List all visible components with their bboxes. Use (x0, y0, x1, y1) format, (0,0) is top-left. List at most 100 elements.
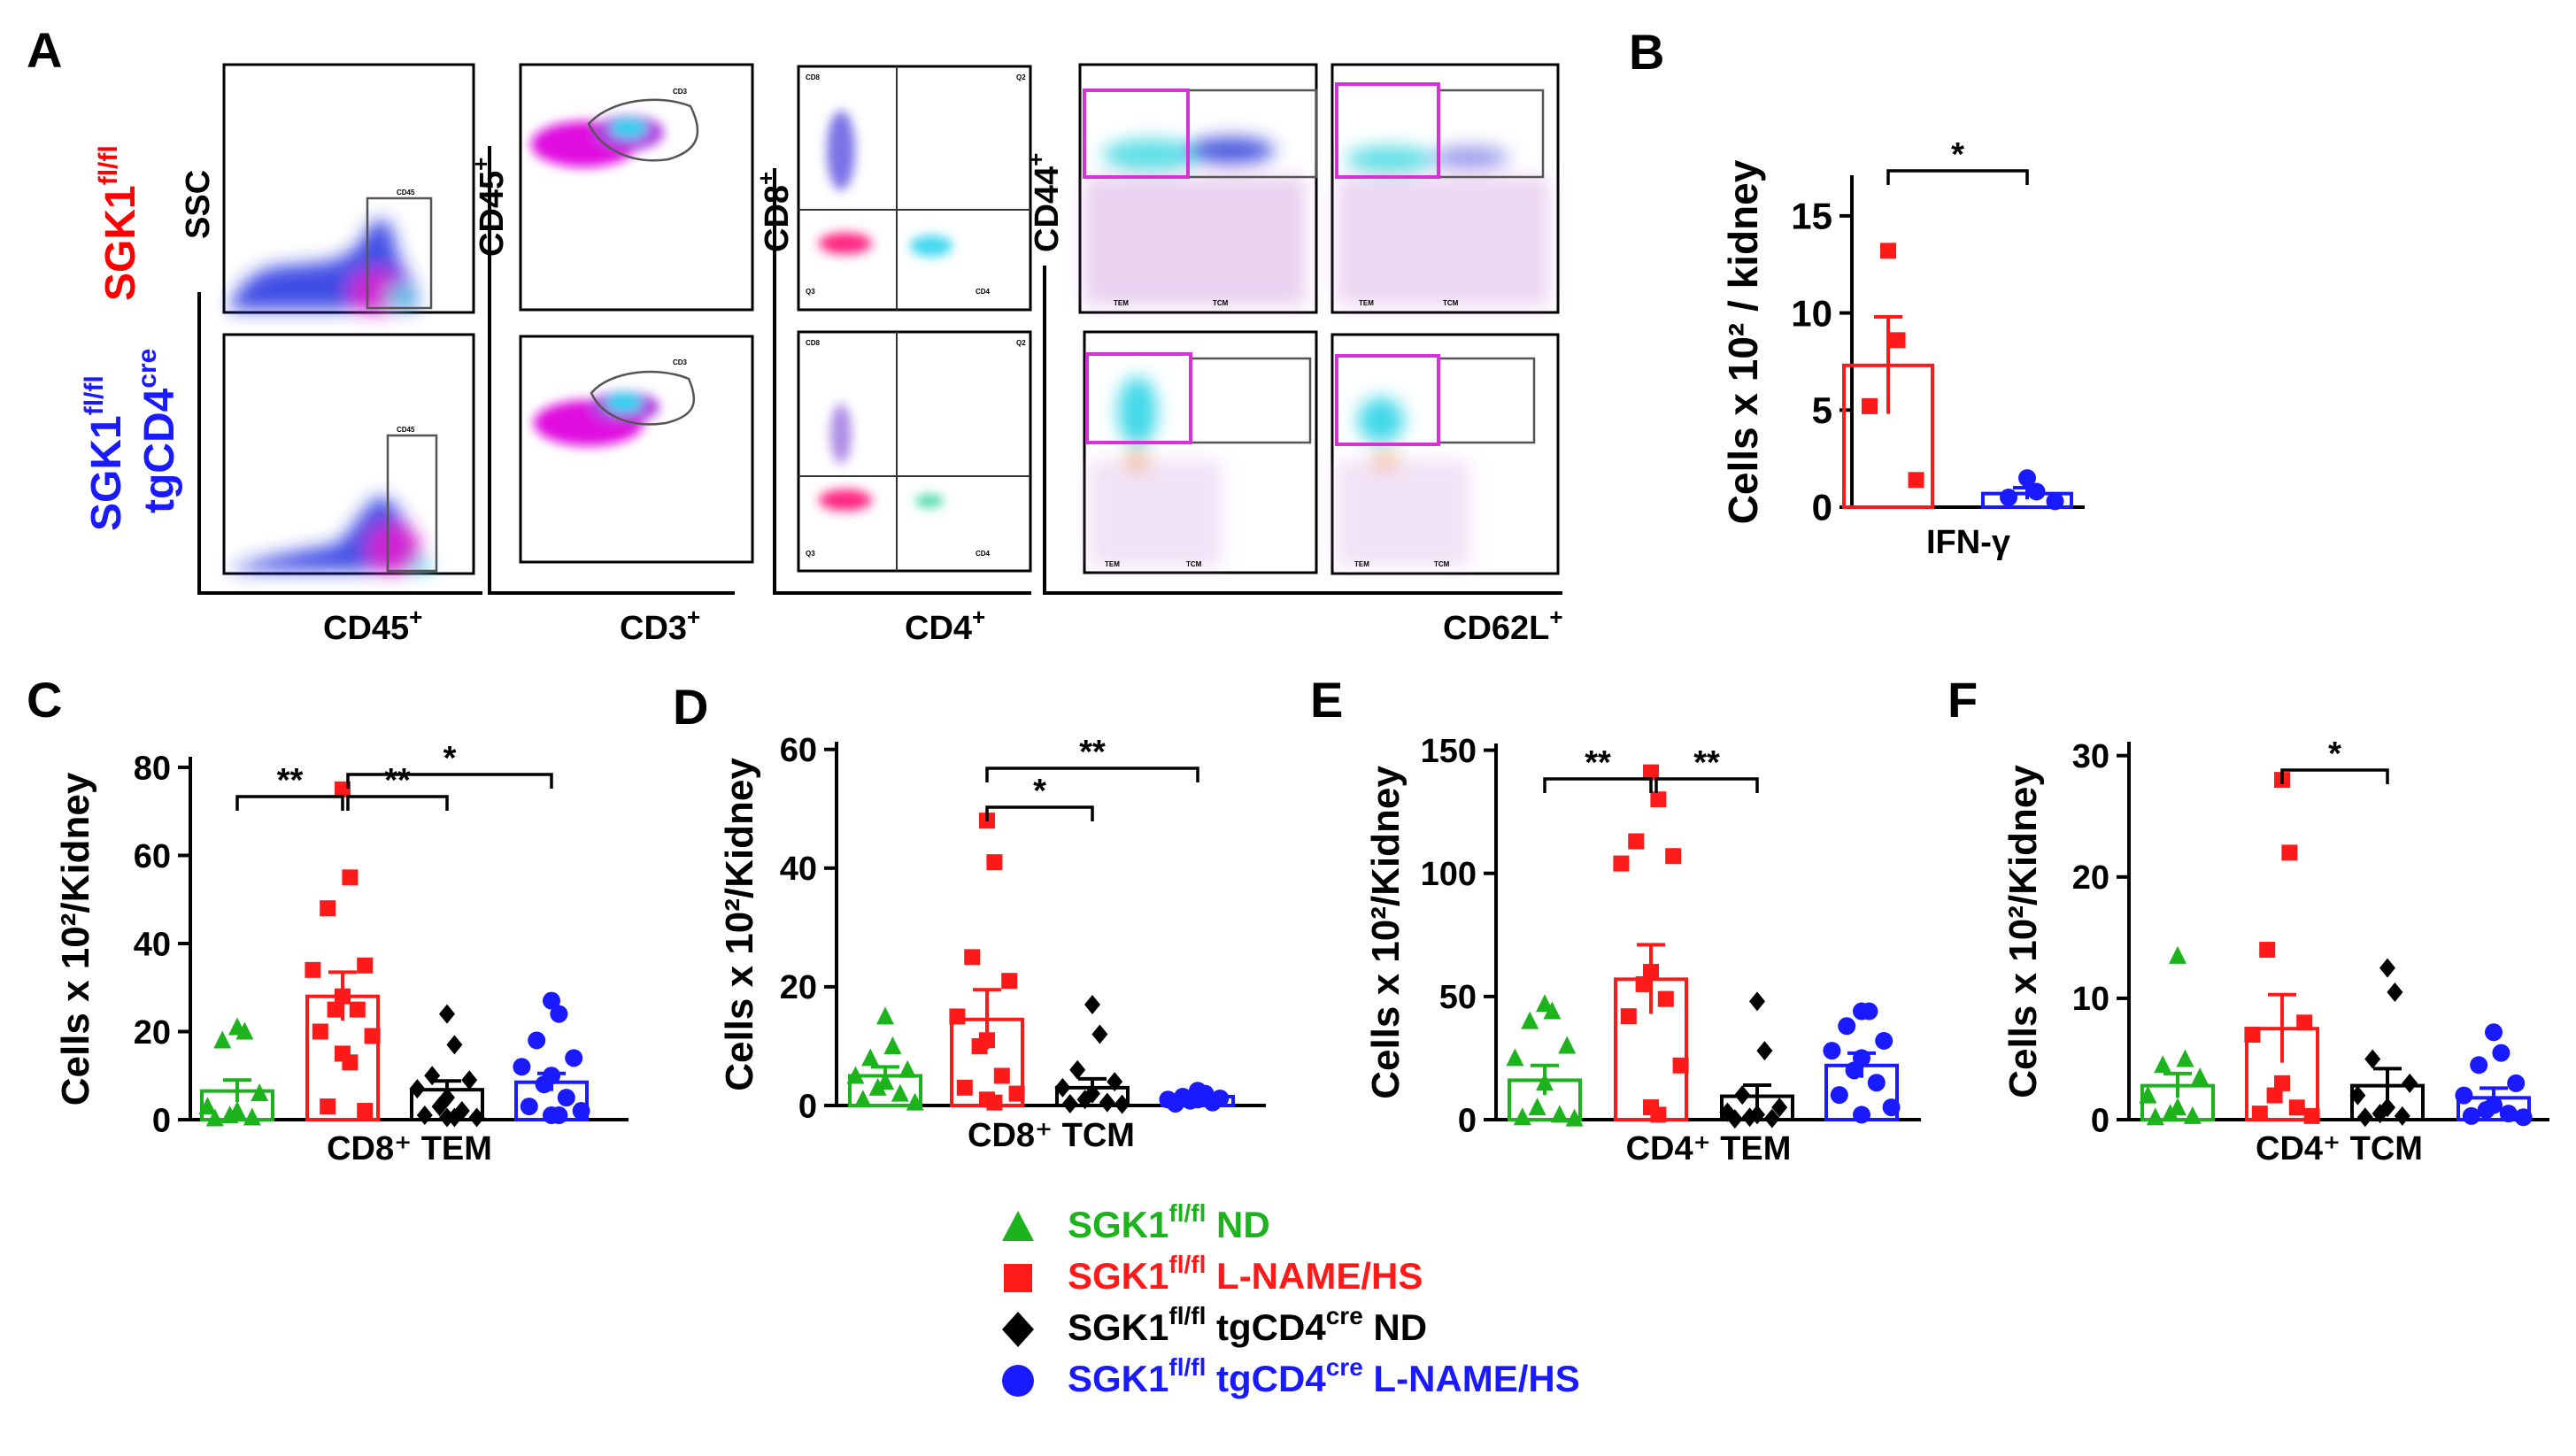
data-point (1756, 1041, 1773, 1061)
data-point (2169, 945, 2187, 964)
cd44-density-bottom-1 (1089, 376, 1222, 566)
data-point (846, 1066, 865, 1084)
x-axis-label: CD4⁺ TCM (2256, 1130, 2423, 1167)
x-axis-label: CD8⁺ TEM (327, 1130, 492, 1167)
data-point (251, 1083, 269, 1102)
data-point (543, 991, 560, 1010)
significance-label: * (1033, 773, 1046, 810)
data-point (1069, 1059, 1086, 1080)
significance-bracket (985, 805, 1094, 821)
data-point (1771, 1098, 1788, 1118)
data-point (2514, 1108, 2533, 1127)
plot-cd3-bottom (519, 335, 754, 564)
data-point (1001, 973, 1018, 990)
data-point (1558, 1036, 1577, 1054)
data-point (2387, 982, 2403, 1003)
cd45y-plus: + (467, 158, 494, 171)
legend-sup: fl/fl (1168, 1251, 1206, 1278)
data-point (1643, 964, 1659, 981)
significance-label: ** (1693, 744, 1720, 782)
y-tick-label: 80 (134, 750, 171, 787)
row2-line2-sup: cre (133, 349, 162, 389)
data-point (1635, 975, 1652, 992)
y-tick-label: 0 (2091, 1102, 2109, 1139)
data-point (956, 1079, 973, 1096)
quad-top-cd8: CD8 (806, 73, 821, 81)
data-point (2176, 1049, 2194, 1067)
legend-sup: cre (1326, 1302, 1363, 1329)
data-point (1114, 1094, 1130, 1114)
data-point (1734, 1085, 1751, 1105)
data-point (1763, 1108, 1780, 1129)
data-point (1203, 1093, 1222, 1112)
y-tick-label: 0 (798, 1088, 817, 1125)
gate-cd45-top-label: CD45 (397, 189, 415, 196)
data-point (2154, 1055, 2172, 1074)
data-point (327, 1001, 343, 1018)
data-point (1650, 791, 1667, 808)
data-point (1506, 1048, 1524, 1067)
data-point (342, 1054, 359, 1071)
data-point (342, 869, 359, 886)
data-point (986, 854, 1003, 871)
legend-marker (1002, 1211, 1034, 1241)
panel-letter: F (1947, 672, 1978, 728)
data-point (2499, 1105, 2518, 1123)
legend-text: SGK1 (1068, 1255, 1168, 1297)
y-axis-label: Cells x 10² / kidney (1720, 159, 1766, 524)
cd8cd4-density-bottom (819, 404, 944, 511)
data-point (305, 961, 321, 978)
data-point (2000, 489, 2017, 507)
data-point (1166, 1094, 1184, 1113)
legend-text: ND (1363, 1306, 1427, 1348)
data-point (409, 1079, 426, 1099)
data-point (2507, 1074, 2526, 1092)
data-point (2402, 1073, 2418, 1093)
data-point (1880, 243, 1896, 259)
data-point (2281, 844, 2298, 861)
y-tick-label: 30 (2072, 738, 2109, 775)
y-tick-label: 60 (780, 732, 817, 769)
axis-label-cd8: CD8+ (752, 172, 796, 252)
data-point (1650, 1106, 1667, 1123)
significance-bracket (346, 795, 449, 811)
data-point (1882, 1098, 1901, 1117)
data-point (883, 1036, 902, 1054)
legend-text: SGK1 (1068, 1204, 1168, 1245)
data-point (1672, 1057, 1689, 1074)
data-point (1613, 855, 1630, 872)
significance-label: ** (1079, 734, 1106, 771)
data-point (1853, 1105, 1870, 1124)
cd45x-plus: + (409, 604, 422, 630)
x-axis-label: CD4⁺ TEM (1626, 1130, 1792, 1167)
cd44-plus: + (1022, 153, 1049, 166)
data-point (220, 1105, 239, 1124)
data-point (2274, 1075, 2290, 1091)
y-tick-label: 0 (1458, 1102, 1477, 1139)
data-point (1741, 1107, 1758, 1128)
panel-letter: C (27, 672, 62, 728)
gate-tem-top-2 (1335, 82, 1440, 179)
y-tick-label: 0 (1812, 487, 1832, 528)
data-point (1550, 1105, 1569, 1123)
data-point (2139, 1085, 2157, 1104)
data-point (1830, 1086, 1848, 1105)
data-point (550, 1005, 568, 1023)
data-point (2372, 1104, 2388, 1124)
data-point (1536, 994, 1554, 1013)
row2-label-main: SGK1 (83, 415, 130, 531)
gate-cd3-bottom (590, 370, 696, 426)
data-point (1845, 1061, 1863, 1080)
row1-label-main: SGK1 (97, 185, 144, 301)
data-point (213, 1030, 232, 1049)
gate-tem-bottom-2-label: TEM (1354, 560, 1369, 568)
legend-sup: cre (1326, 1353, 1363, 1381)
data-point (550, 1106, 568, 1125)
data-point (2191, 1067, 2210, 1086)
gate-cd3-top (587, 98, 699, 162)
data-point (461, 1070, 478, 1090)
significance-bracket (235, 795, 344, 811)
data-point (349, 1001, 366, 1018)
significance-label: ** (277, 762, 304, 799)
